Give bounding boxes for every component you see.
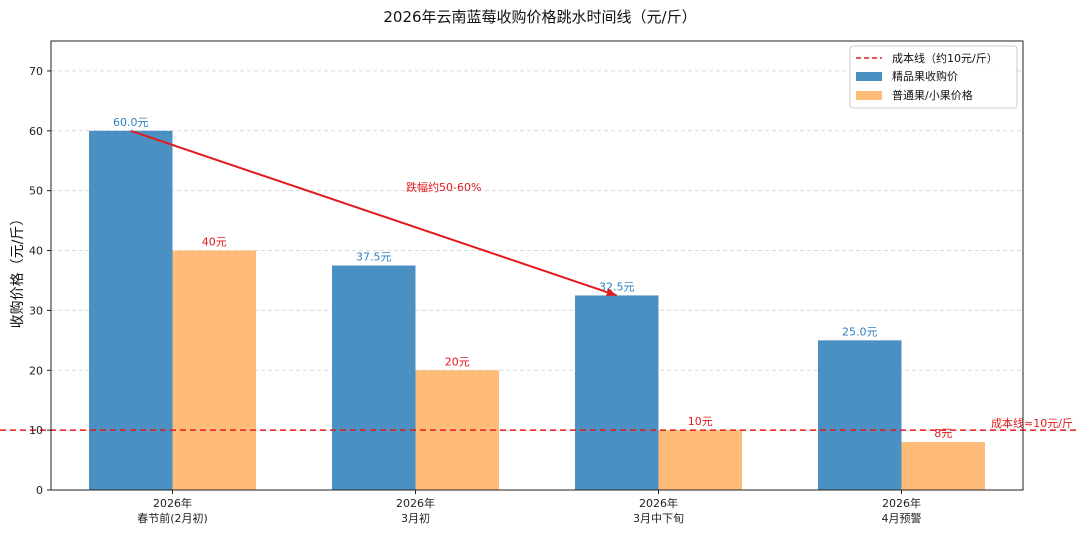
x-tick-label: 春节前(2月初) — [137, 511, 208, 525]
regular-price-bar — [172, 250, 256, 490]
x-tick-label: 3月中下旬 — [633, 512, 684, 525]
annotation-group: 跌幅约50-60% — [130, 129, 618, 297]
legend-regular-label: 普通果/小果价格 — [892, 88, 973, 102]
reference-line-group: 成本线≈10元/斤 — [0, 416, 1080, 431]
premium-price-bar — [575, 295, 659, 490]
y-tick-label: 40 — [29, 245, 43, 258]
drop-annotation-label: 跌幅约50-60% — [406, 180, 481, 194]
y-axis-label: 收购价格（元/斤） — [10, 212, 26, 329]
y-tick-label: 10 — [29, 424, 43, 437]
bar-value-label: 32.5元 — [599, 280, 635, 293]
x-tick-label: 4月预警 — [882, 511, 922, 525]
drop-arrow-line — [130, 129, 618, 297]
y-tick-label: 70 — [29, 65, 43, 78]
cost-line-label: 成本线≈10元/斤 — [991, 416, 1073, 430]
premium-price-bar — [332, 265, 416, 490]
y-tick-label: 20 — [29, 364, 43, 377]
x-tick-label: 3月初 — [401, 511, 430, 525]
bar-value-label: 8元 — [934, 427, 952, 440]
bar-value-label: 40元 — [202, 236, 227, 249]
legend-premium-label: 精品果收购价 — [892, 69, 958, 83]
x-tick-label: 2026年 — [153, 496, 192, 510]
premium-price-bar — [818, 340, 902, 490]
y-tick-label: 30 — [29, 304, 43, 317]
bar-value-label: 25.0元 — [842, 325, 878, 338]
legend-regular-swatch — [856, 91, 882, 100]
legend-frame — [849, 45, 1018, 109]
plot-frame — [50, 40, 1024, 491]
x-tick-label: 2026年 — [396, 496, 435, 510]
y-tick-label: 50 — [29, 185, 43, 198]
x-tick-label: 2026年 — [639, 496, 678, 510]
bar-value-label: 20元 — [445, 355, 470, 368]
regular-price-bar — [901, 442, 985, 490]
regular-price-bar — [415, 370, 499, 490]
regular-price-bar — [658, 430, 742, 490]
axes: 0102030405060702026年春节前(2月初)2026年3月初2026… — [29, 65, 922, 525]
x-tick-label: 2026年 — [882, 496, 921, 510]
bar-value-label: 60.0元 — [113, 116, 149, 129]
y-tick-label: 60 — [29, 125, 43, 138]
drop-arrow-head — [605, 288, 617, 297]
legend-cost-label: 成本线（约10元/斤） — [892, 51, 998, 65]
bar-value-label: 37.5元 — [356, 251, 392, 264]
y-tick-label: 0 — [36, 484, 43, 497]
bar-value-label: 10元 — [688, 415, 713, 428]
bar-labels: 60.0元 37.5元 32.5元 25.0元 40元 20元 10元 8元 — [113, 116, 952, 440]
premium-price-bar — [89, 130, 173, 491]
chart-title: 2026年云南蓝莓收购价格跳水时间线（元/斤） — [383, 8, 696, 26]
legend-premium-swatch — [856, 72, 882, 81]
